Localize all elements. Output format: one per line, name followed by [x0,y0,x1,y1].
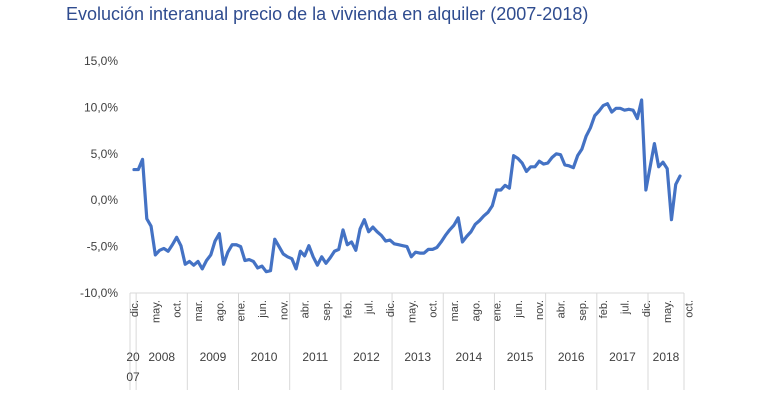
x-tick-label: abr. [556,300,568,318]
series-line [132,98,682,274]
year-label: 2011 [302,350,328,364]
y-tick-label: -10,0% [80,286,118,300]
year-label: 2018 [653,350,680,364]
x-tick-label: jul. [364,300,376,315]
year-label: 2012 [353,350,380,364]
year-label: 2016 [558,350,585,364]
x-tick-label: sep. [321,300,333,321]
x-tick-label: jul. [620,300,632,315]
x-tick-label: nov. [534,300,546,320]
y-tick-label: -5,0% [87,240,119,254]
year-label: 20 07 [126,350,140,384]
year-label: 2015 [507,350,534,364]
x-axis-year-labels: 20 07 2008 2009 2010 2011 2012 2013 2014 2015 2016… [126,350,679,384]
y-tick-label: 10,0% [84,100,118,114]
x-tick-label: oct. [428,300,440,318]
year-label: 2009 [200,350,227,364]
year-label: 2014 [456,350,483,364]
year-label: 2008 [148,350,175,364]
x-tick-label: nov. [278,300,290,320]
x-tick-label: ago. [214,300,226,321]
y-axis-tick-labels: 15,0% 10,0% 5,0% 0,0% -5,0% -10,0% [80,54,118,300]
x-tick-label: feb. [342,300,354,318]
x-tick-label: jun. [513,300,525,319]
y-tick-label: 15,0% [84,54,118,68]
x-tick-label: dic. [641,300,653,317]
year-label: 2010 [251,350,278,364]
x-tick-label: oct. [684,300,696,318]
x-tick-label: mar. [449,300,461,321]
y-tick-label: 0,0% [91,193,119,207]
x-tick-label: may. [662,300,674,323]
x-tick-label: may. [406,300,418,323]
x-tick-label: dic. [385,300,397,317]
year-label: 2017 [609,350,636,364]
x-tick-label: mar. [193,300,205,321]
y-tick-label: 5,0% [91,147,119,161]
x-tick-label: dic. [129,300,141,317]
x-tick-label: feb. [598,300,610,318]
chart-title: Evolución interanual precio de la vivien… [66,4,589,24]
x-tick-label: abr. [300,300,312,318]
x-tick-label: may. [150,300,162,323]
x-axis-tick-labels: dic. may. oct. mar. ago. ene. jun. nov. abr. sep.… [129,300,696,323]
x-tick-label: jun. [257,300,269,319]
x-tick-label: ene. [492,300,504,321]
series-group [132,98,682,274]
x-tick-label: oct. [172,300,184,318]
year-separators [129,293,685,390]
x-tick-label: ago. [470,300,482,321]
x-tick-label: ene. [236,300,248,321]
x-tick-label: sep. [577,300,589,321]
year-label: 2013 [404,350,431,364]
